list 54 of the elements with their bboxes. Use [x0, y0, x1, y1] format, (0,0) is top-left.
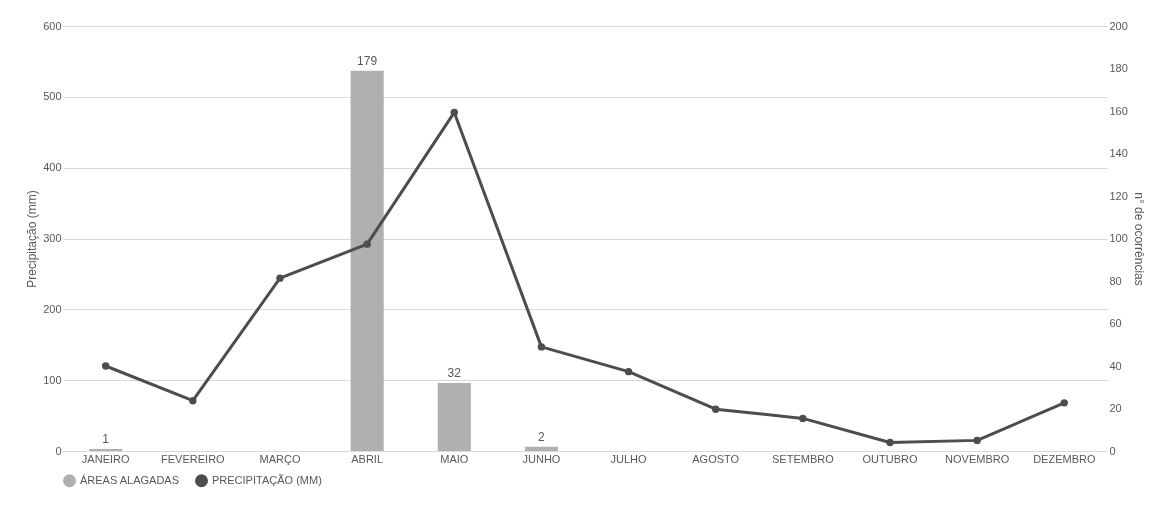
- y2-tick-label: 200: [1109, 19, 1128, 32]
- y-tick-label: 400: [43, 161, 62, 174]
- point: [1060, 399, 1069, 407]
- point: [712, 405, 720, 413]
- x-tick-label: DEZEMBRO: [1033, 452, 1096, 465]
- point: [973, 436, 981, 445]
- y2-tick-label: 140: [1109, 147, 1128, 159]
- y2-tick-label: 80: [1109, 274, 1122, 287]
- x-tick-label: JULHO: [610, 452, 648, 465]
- y2-tick-label: 60: [1109, 317, 1122, 329]
- data-label: 1: [102, 431, 110, 446]
- data-label: 32: [447, 366, 462, 380]
- y-tick-label: 200: [43, 302, 62, 315]
- point: [450, 108, 458, 117]
- y2-axis-title: n° de ocorrências: [1131, 192, 1146, 286]
- bar: [524, 446, 558, 451]
- y-tick-label: 600: [43, 19, 62, 32]
- y-tick-label: 500: [43, 90, 62, 103]
- point: [189, 397, 197, 405]
- point: [363, 240, 371, 248]
- data-label: 2: [538, 429, 546, 444]
- x-tick-label: ABRIL: [351, 452, 384, 465]
- y-tick-label: 0: [55, 444, 62, 457]
- point: [624, 367, 633, 376]
- y2-tick-label: 180: [1109, 62, 1128, 74]
- y2-tick-label: 120: [1109, 189, 1128, 202]
- legend-label: ÁREAS ALAGADAS: [80, 473, 180, 486]
- x-tick-label: SETEMBRO: [772, 452, 835, 465]
- y-tick-label: 100: [43, 373, 62, 386]
- y-axis-title: Precipitação (mm): [25, 190, 40, 288]
- x-tick-label: OUTUBRO: [862, 452, 918, 465]
- x-tick-label: JANEIRO: [81, 452, 130, 465]
- y2-tick-label: 0: [1109, 444, 1116, 457]
- bar: [350, 70, 384, 451]
- x-tick-label: MAIO: [440, 452, 469, 465]
- point: [799, 414, 807, 423]
- y2-tick-label: 20: [1109, 402, 1122, 414]
- point: [537, 343, 546, 351]
- point: [101, 362, 110, 370]
- x-tick-label: FEVEREIRO: [161, 452, 226, 465]
- x-tick-label: JUNHO: [522, 452, 561, 465]
- legend-label: PRECIPITAÇÃO (MM): [212, 473, 322, 486]
- y2-tick-label: 40: [1109, 359, 1122, 372]
- y2-tick-label: 160: [1109, 104, 1128, 117]
- data-label: 179: [357, 53, 378, 68]
- x-tick-label: NOVEMBRO: [945, 452, 1010, 465]
- point: [276, 274, 284, 282]
- y2-tick-label: 100: [1109, 232, 1128, 244]
- x-tick-label: MARÇO: [259, 452, 301, 465]
- bar: [437, 383, 471, 451]
- y-tick-label: 300: [43, 232, 62, 244]
- point: [886, 438, 894, 447]
- bar: [89, 448, 123, 451]
- x-tick-label: AGOSTO: [692, 452, 740, 465]
